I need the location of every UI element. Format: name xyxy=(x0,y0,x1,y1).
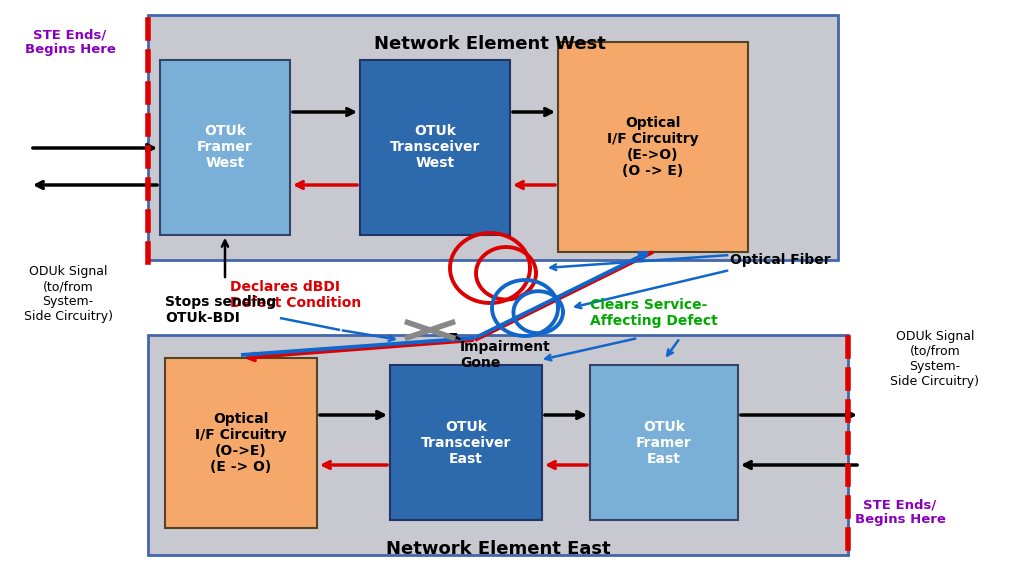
FancyBboxPatch shape xyxy=(148,15,838,260)
FancyBboxPatch shape xyxy=(148,335,848,555)
Text: STE Ends/
Begins Here: STE Ends/ Begins Here xyxy=(25,28,116,56)
Text: Network Element West: Network Element West xyxy=(374,35,606,53)
Text: Declares dBDI
Defect Condition: Declares dBDI Defect Condition xyxy=(230,280,361,310)
FancyBboxPatch shape xyxy=(160,60,290,235)
Text: STE Ends/
Begins Here: STE Ends/ Begins Here xyxy=(855,498,945,526)
Text: OTUk
Transceiver
West: OTUk Transceiver West xyxy=(390,124,480,170)
FancyBboxPatch shape xyxy=(360,60,510,235)
Text: Clears Service-
Affecting Defect: Clears Service- Affecting Defect xyxy=(590,298,718,328)
Text: Impairment
Gone: Impairment Gone xyxy=(460,340,551,370)
FancyBboxPatch shape xyxy=(390,365,542,520)
FancyBboxPatch shape xyxy=(165,358,317,528)
Text: Optical
I/F Circuitry
(E->O)
(O -> E): Optical I/F Circuitry (E->O) (O -> E) xyxy=(607,116,698,179)
Text: OTUk
Transceiver
East: OTUk Transceiver East xyxy=(421,420,511,466)
Text: Stops sending
OTUk-BDI: Stops sending OTUk-BDI xyxy=(165,295,276,325)
FancyBboxPatch shape xyxy=(590,365,738,520)
Text: OTUk
Framer
West: OTUk Framer West xyxy=(198,124,253,170)
FancyBboxPatch shape xyxy=(558,42,748,252)
Text: ODUk Signal
(to/from
System-
Side Circuitry): ODUk Signal (to/from System- Side Circui… xyxy=(24,265,113,323)
Text: Optical
I/F Circuitry
(O->E)
(E -> O): Optical I/F Circuitry (O->E) (E -> O) xyxy=(196,412,287,474)
Text: Optical Fiber: Optical Fiber xyxy=(730,253,830,267)
Text: Network Element East: Network Element East xyxy=(386,540,610,558)
Text: OTUk
Framer
East: OTUk Framer East xyxy=(636,420,692,466)
Text: ODUk Signal
(to/from
System-
Side Circuitry): ODUk Signal (to/from System- Side Circui… xyxy=(891,330,980,388)
